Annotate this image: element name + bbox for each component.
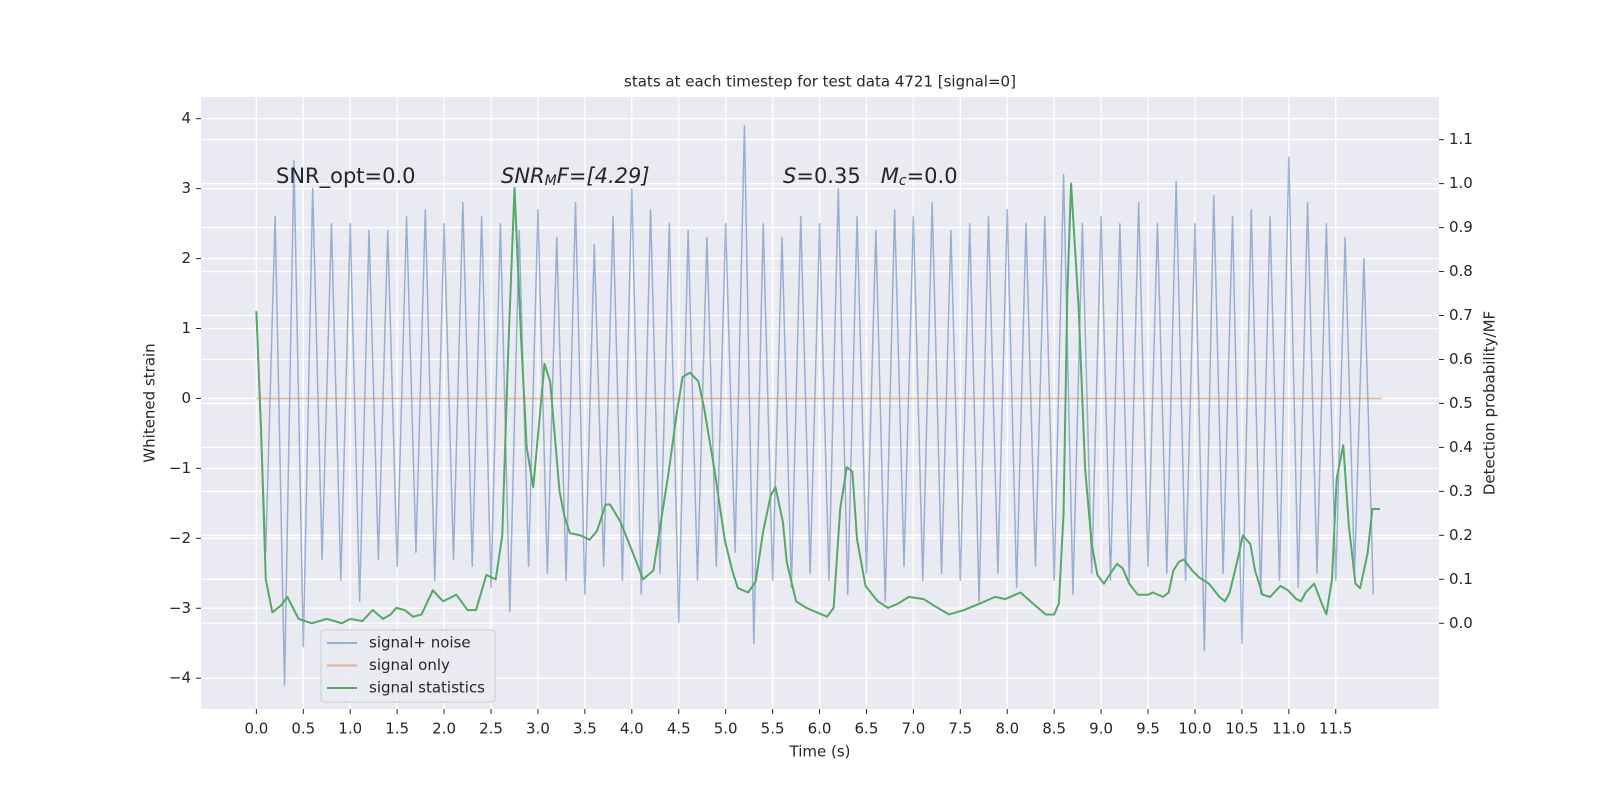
x-tick-label: 8.0 [995,720,1019,738]
x-tick-label: 6.5 [855,720,879,738]
x-tick-label: 1.5 [385,720,409,738]
y2-tick-label: 0.2 [1449,526,1473,544]
annotation: SNR_opt=0.0 [276,164,416,189]
y2-tick-label: 0.3 [1449,482,1473,500]
chart-title: stats at each timestep for test data 472… [624,73,1016,91]
y2-tick-label: 0.8 [1449,262,1473,280]
series-line [255,182,1380,625]
x-tick-label: 3.0 [526,720,550,738]
annotation-part: =0.35 [796,164,880,188]
y-tick-label: 4 [181,109,191,127]
x-tick-label: 5.0 [714,720,738,738]
legend-label: signal statistics [369,679,485,697]
annotation-part: c [899,173,907,189]
legend-label: signal only [369,656,450,674]
y2-tick-label: 0.9 [1449,218,1473,236]
annotation-part: F=[4.29] [557,164,650,188]
legend-box [320,629,496,703]
annotation: SNRMF=[4.29] [501,164,650,189]
y-tick-label: −1 [169,459,191,477]
x-tick-label: 1.0 [338,720,362,738]
x-tick-label: 0.5 [291,720,315,738]
annotation-part: M [545,173,557,189]
annotation-part: M [881,164,899,188]
x-tick-label: 0.0 [244,720,268,738]
y2-tick-label: 0.7 [1449,306,1473,324]
y2-tick-label: 0.6 [1449,350,1473,368]
x-tick-label: 7.5 [948,720,972,738]
x-tick-label: 10.0 [1178,720,1211,738]
x-tick-label: 11.0 [1272,720,1305,738]
y-tick-label: 3 [181,179,191,197]
y2-tick-label: 1.0 [1449,174,1473,192]
y2-axis-label: Detection probability/MF [1481,311,1499,495]
x-tick-label: 9.5 [1136,720,1160,738]
x-tick-label: 11.5 [1319,720,1352,738]
y-tick-label: 0 [181,389,191,407]
y2-tick-label: 1.1 [1449,130,1473,148]
annotation-part: SNR [501,164,545,188]
y-tick-label: −3 [169,599,191,617]
y-tick-label: 1 [181,319,191,337]
x-tick-label: 4.0 [620,720,644,738]
annotation-part: SNR_opt=0.0 [276,164,416,189]
annotation: S=0.35 Mc=0.0 [783,164,958,189]
marks [255,124,1382,686]
y-axis-label: Whitened strain [141,343,159,462]
x-tick-label: 7.0 [901,720,925,738]
x-tick-label: 10.5 [1225,720,1258,738]
x-tick-label: 2.0 [432,720,456,738]
annotation-part: =0.0 [907,164,958,188]
legend-label: signal+ noise [369,634,471,652]
x-tick-label: 4.5 [667,720,691,738]
x-tick-label: 5.5 [761,720,785,738]
y-tick-label: −2 [169,529,191,547]
y2-tick-label: 0.5 [1449,394,1473,412]
x-tick-label: 3.5 [573,720,597,738]
y-tick-label: −4 [169,669,191,687]
y-tick-label: 2 [181,249,191,267]
legend: signal+ noise signal only signal statistic… [320,629,496,703]
annotation-part: S [783,164,796,188]
y2-tick-label: 0.1 [1449,570,1473,588]
y2-tick-label: 0.4 [1449,438,1473,456]
x-tick-label: 9.0 [1089,720,1113,738]
x-tick-label: 2.5 [479,720,503,738]
y2-tick-label: 0.0 [1449,614,1473,632]
x-tick-label: 6.0 [808,720,832,738]
x-tick-label: 8.5 [1042,720,1066,738]
x-axis-label: Time (s) [789,743,851,761]
